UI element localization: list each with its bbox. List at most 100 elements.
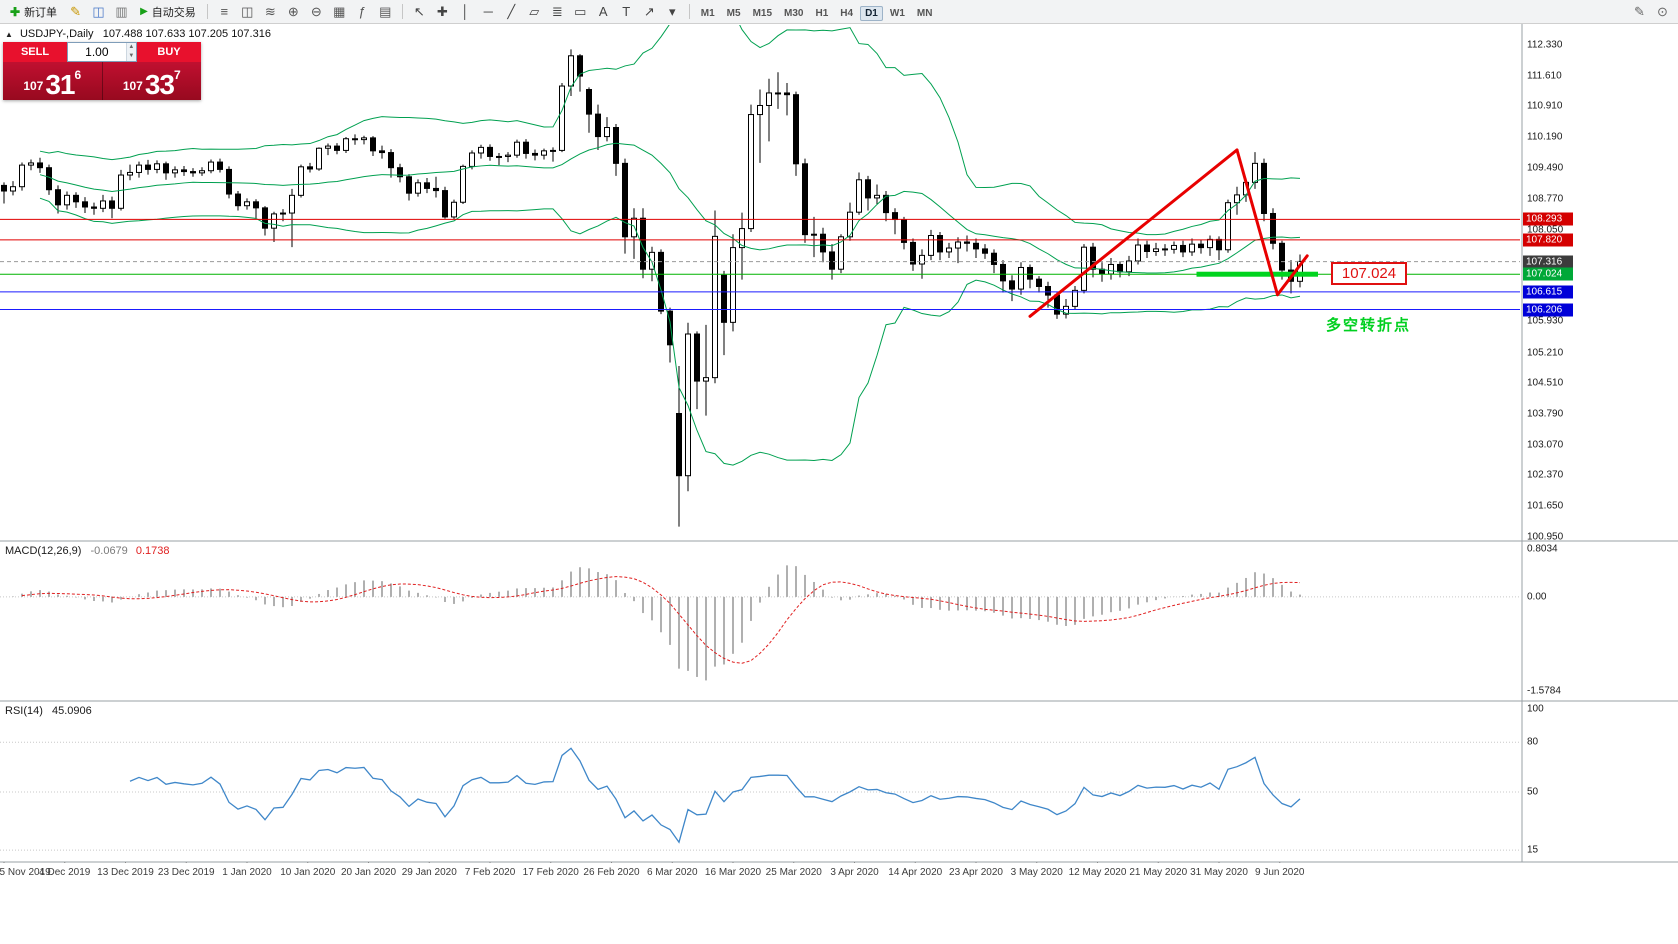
macd-label: MACD(12,26,9) -0.0679 0.1738 xyxy=(5,545,170,557)
timeframe-button-M5[interactable]: M5 xyxy=(726,7,741,19)
toolbar-separator xyxy=(401,4,403,19)
macd-signal-value: 0.1738 xyxy=(135,545,170,557)
panel-collapse-arrow[interactable]: ▲ xyxy=(5,30,13,39)
timeframe-button-MN[interactable]: MN xyxy=(916,7,933,19)
more-tools-icon[interactable]: ▾ xyxy=(669,3,676,19)
ohlc-values: 107.488 107.633 107.205 107.316 xyxy=(102,28,271,40)
date-axis-label: 25 Mar 2020 xyxy=(765,867,822,878)
market-watch-icon[interactable]: ◫ xyxy=(92,3,105,19)
date-axis-label: 16 Mar 2020 xyxy=(704,867,762,878)
vertical-line-icon[interactable]: │ xyxy=(461,3,470,19)
trendline-icon[interactable]: ╱ xyxy=(507,3,516,19)
templates-icon[interactable]: ▤ xyxy=(379,3,392,19)
date-axis-label: 4 Dec 2019 xyxy=(39,867,91,878)
rsi-label: RSI(14) 45.0906 xyxy=(5,705,92,717)
rsi-value: 45.0906 xyxy=(51,705,92,717)
date-axis-label: 13 Dec 2019 xyxy=(97,867,154,878)
date-axis-label: 12 May 2020 xyxy=(1068,867,1127,878)
crosshair-icon[interactable]: ✚ xyxy=(436,3,448,19)
date-axis-label: 3 May 2020 xyxy=(1010,867,1063,878)
macd-name: MACD(12,26,9) xyxy=(5,545,82,557)
price-callout: 107.024 xyxy=(1331,262,1407,285)
date-axis-label: 26 Feb 2020 xyxy=(583,867,640,878)
sell-big-figure: 107 xyxy=(23,79,44,93)
timeframe-button-H4[interactable]: H4 xyxy=(840,7,854,19)
timeframe-button-D1[interactable]: D1 xyxy=(860,5,883,21)
buy-pipette: 7 xyxy=(174,68,181,82)
volume-input[interactable] xyxy=(68,43,126,61)
date-axis-label: 17 Feb 2020 xyxy=(522,867,579,878)
date-axis-label: 1 Jan 2020 xyxy=(222,867,272,878)
date-axis-label: 20 Jan 2020 xyxy=(340,867,397,878)
sell-pips: 31 xyxy=(45,69,75,100)
cursor-icon[interactable]: ↖ xyxy=(413,3,425,19)
candlestick-chart-icon[interactable]: ◫ xyxy=(241,3,254,19)
play-icon: ▶ xyxy=(140,6,148,17)
tile-windows-icon[interactable]: ▦ xyxy=(333,3,346,19)
label-icon[interactable]: T xyxy=(622,3,631,19)
sell-button[interactable]: SELL xyxy=(3,42,67,62)
volume-down-icon[interactable]: ▼ xyxy=(126,52,136,61)
toolbar: ✚ 新订单 ✎ ◫ ▥ ▶ 自动交易 ≡ ◫ ≋ ⊕ ⊖ ▦ ƒ ▤ ↖ ✚ │ ─ ╱ ▱ ≣ ▭ A T ↗ ▾ M… xyxy=(0,0,1678,24)
date-axis-label: 29 Jan 2020 xyxy=(401,867,457,878)
symbol-info: ▲ USDJPY-,Daily 107.488 107.633 107.205 … xyxy=(5,28,271,40)
indicators-icon[interactable]: ƒ xyxy=(358,3,366,19)
zoom-out-icon[interactable]: ⊖ xyxy=(310,3,322,19)
date-axis-label: 31 May 2020 xyxy=(1190,867,1248,878)
sell-price-display[interactable]: 107 31 6 xyxy=(3,62,103,100)
auto-trading-label: 自动交易 xyxy=(151,6,196,19)
main-price-panel xyxy=(0,25,1520,527)
buy-price-display[interactable]: 107 33 7 xyxy=(103,62,202,100)
macd-main-value: -0.0679 xyxy=(90,545,128,557)
toolbar-separator xyxy=(688,4,690,19)
arrows-icon[interactable]: ↗ xyxy=(643,3,655,19)
metaeditor-icon[interactable]: ✎ xyxy=(70,3,82,19)
buy-pips: 33 xyxy=(144,69,175,100)
text-icon[interactable]: A xyxy=(598,3,608,19)
macd-panel xyxy=(0,565,1520,681)
timeframe-button-W1[interactable]: W1 xyxy=(889,7,905,19)
volume-box: ▲ ▼ xyxy=(67,42,137,62)
timeframe-button-M15[interactable]: M15 xyxy=(752,7,773,19)
buy-button[interactable]: BUY xyxy=(137,42,201,62)
edit-chart-icon[interactable]: ✎ xyxy=(1634,3,1645,19)
symbol-timeframe-label: USDJPY-,Daily xyxy=(19,28,94,40)
volume-up-icon[interactable]: ▲ xyxy=(126,43,136,52)
rsi-panel xyxy=(0,741,1520,851)
new-order-button[interactable]: ✚ 新订单 xyxy=(4,2,63,22)
search-icon[interactable]: ⊙ xyxy=(1657,3,1668,19)
date-axis-label: 7 Feb 2020 xyxy=(464,867,516,878)
date-axis-label: 3 Apr 2020 xyxy=(830,867,879,878)
new-order-label: 新订单 xyxy=(24,6,58,19)
channel-icon[interactable]: ▱ xyxy=(529,3,540,19)
one-click-trading-panel: SELL ▲ ▼ BUY 107 31 6 107 33 7 xyxy=(3,42,201,100)
date-axis-label: 6 Mar 2020 xyxy=(646,867,698,878)
sell-pipette: 6 xyxy=(74,68,82,82)
date-axis-label: 14 Apr 2020 xyxy=(888,867,943,878)
line-chart-icon[interactable]: ≋ xyxy=(264,3,276,19)
date-axis-label: 25 Nov 2019 xyxy=(0,867,51,878)
terminal-icon[interactable]: ▥ xyxy=(115,3,128,19)
toolbar-separator xyxy=(206,4,208,19)
timeframe-button-M1[interactable]: M1 xyxy=(700,7,715,19)
date-axis-label: 9 Jun 2020 xyxy=(1255,867,1305,878)
timeframe-button-M30[interactable]: M30 xyxy=(784,7,804,19)
auto-trading-button[interactable]: ▶ 自动交易 xyxy=(134,2,202,22)
fibonacci-icon[interactable]: ≣ xyxy=(551,3,563,19)
shapes-icon[interactable]: ▭ xyxy=(574,3,587,19)
bar-chart-icon[interactable]: ≡ xyxy=(220,3,229,19)
zoom-in-icon[interactable]: ⊕ xyxy=(287,3,299,19)
buy-big-figure: 107 xyxy=(122,79,143,93)
new-order-icon: ✚ xyxy=(10,4,21,19)
timeframe-button-H1[interactable]: H1 xyxy=(815,7,829,19)
turning-point-note: 多空转折点 xyxy=(1326,317,1412,334)
rsi-name: RSI(14) xyxy=(5,705,43,717)
volume-spinner: ▲ ▼ xyxy=(125,43,136,61)
horizontal-line-icon[interactable]: ─ xyxy=(483,3,493,19)
date-axis-label: 23 Apr 2020 xyxy=(949,867,1003,878)
date-axis-label: 23 Dec 2019 xyxy=(157,867,215,878)
date-axis-label: 10 Jan 2020 xyxy=(280,867,336,878)
